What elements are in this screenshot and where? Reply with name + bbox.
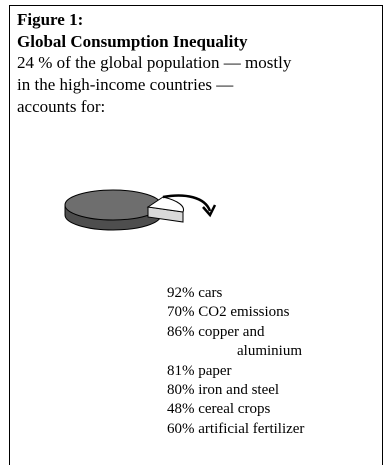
stat-paper: 81% paper [167, 362, 232, 379]
arrow-shaft [162, 194, 212, 212]
pie-top [64, 189, 162, 221]
stat-iron-steel: 80% iron and steel [167, 382, 280, 399]
intro-line-1: 24 % of the global population — mostly [17, 53, 292, 72]
stats-list: 92% cars 70% CO2 emissions 86% copper an… [167, 284, 304, 439]
intro-line-3: accounts for: [17, 97, 106, 116]
pie-chart-icon [64, 189, 217, 231]
stat-copper-cont: aluminium [237, 343, 302, 360]
intro-line-2: in the high-income countries — [17, 75, 234, 94]
arrow-head [202, 204, 217, 218]
stat-copper: 86% copper and [167, 323, 265, 340]
figure-label: Figure 1: [17, 10, 84, 29]
figure-title: Global Consumption Inequality [17, 32, 248, 51]
stat-cereal: 48% cereal crops [167, 401, 271, 418]
figure-intro: 24 % of the global population — mostly i… [17, 52, 379, 118]
stat-co2: 70% CO2 emissions [167, 304, 290, 321]
stat-cars: 92% cars [167, 285, 223, 301]
stat-fertilizer: 60% artificial fertilizer [167, 420, 305, 437]
figure-frame [9, 5, 383, 465]
